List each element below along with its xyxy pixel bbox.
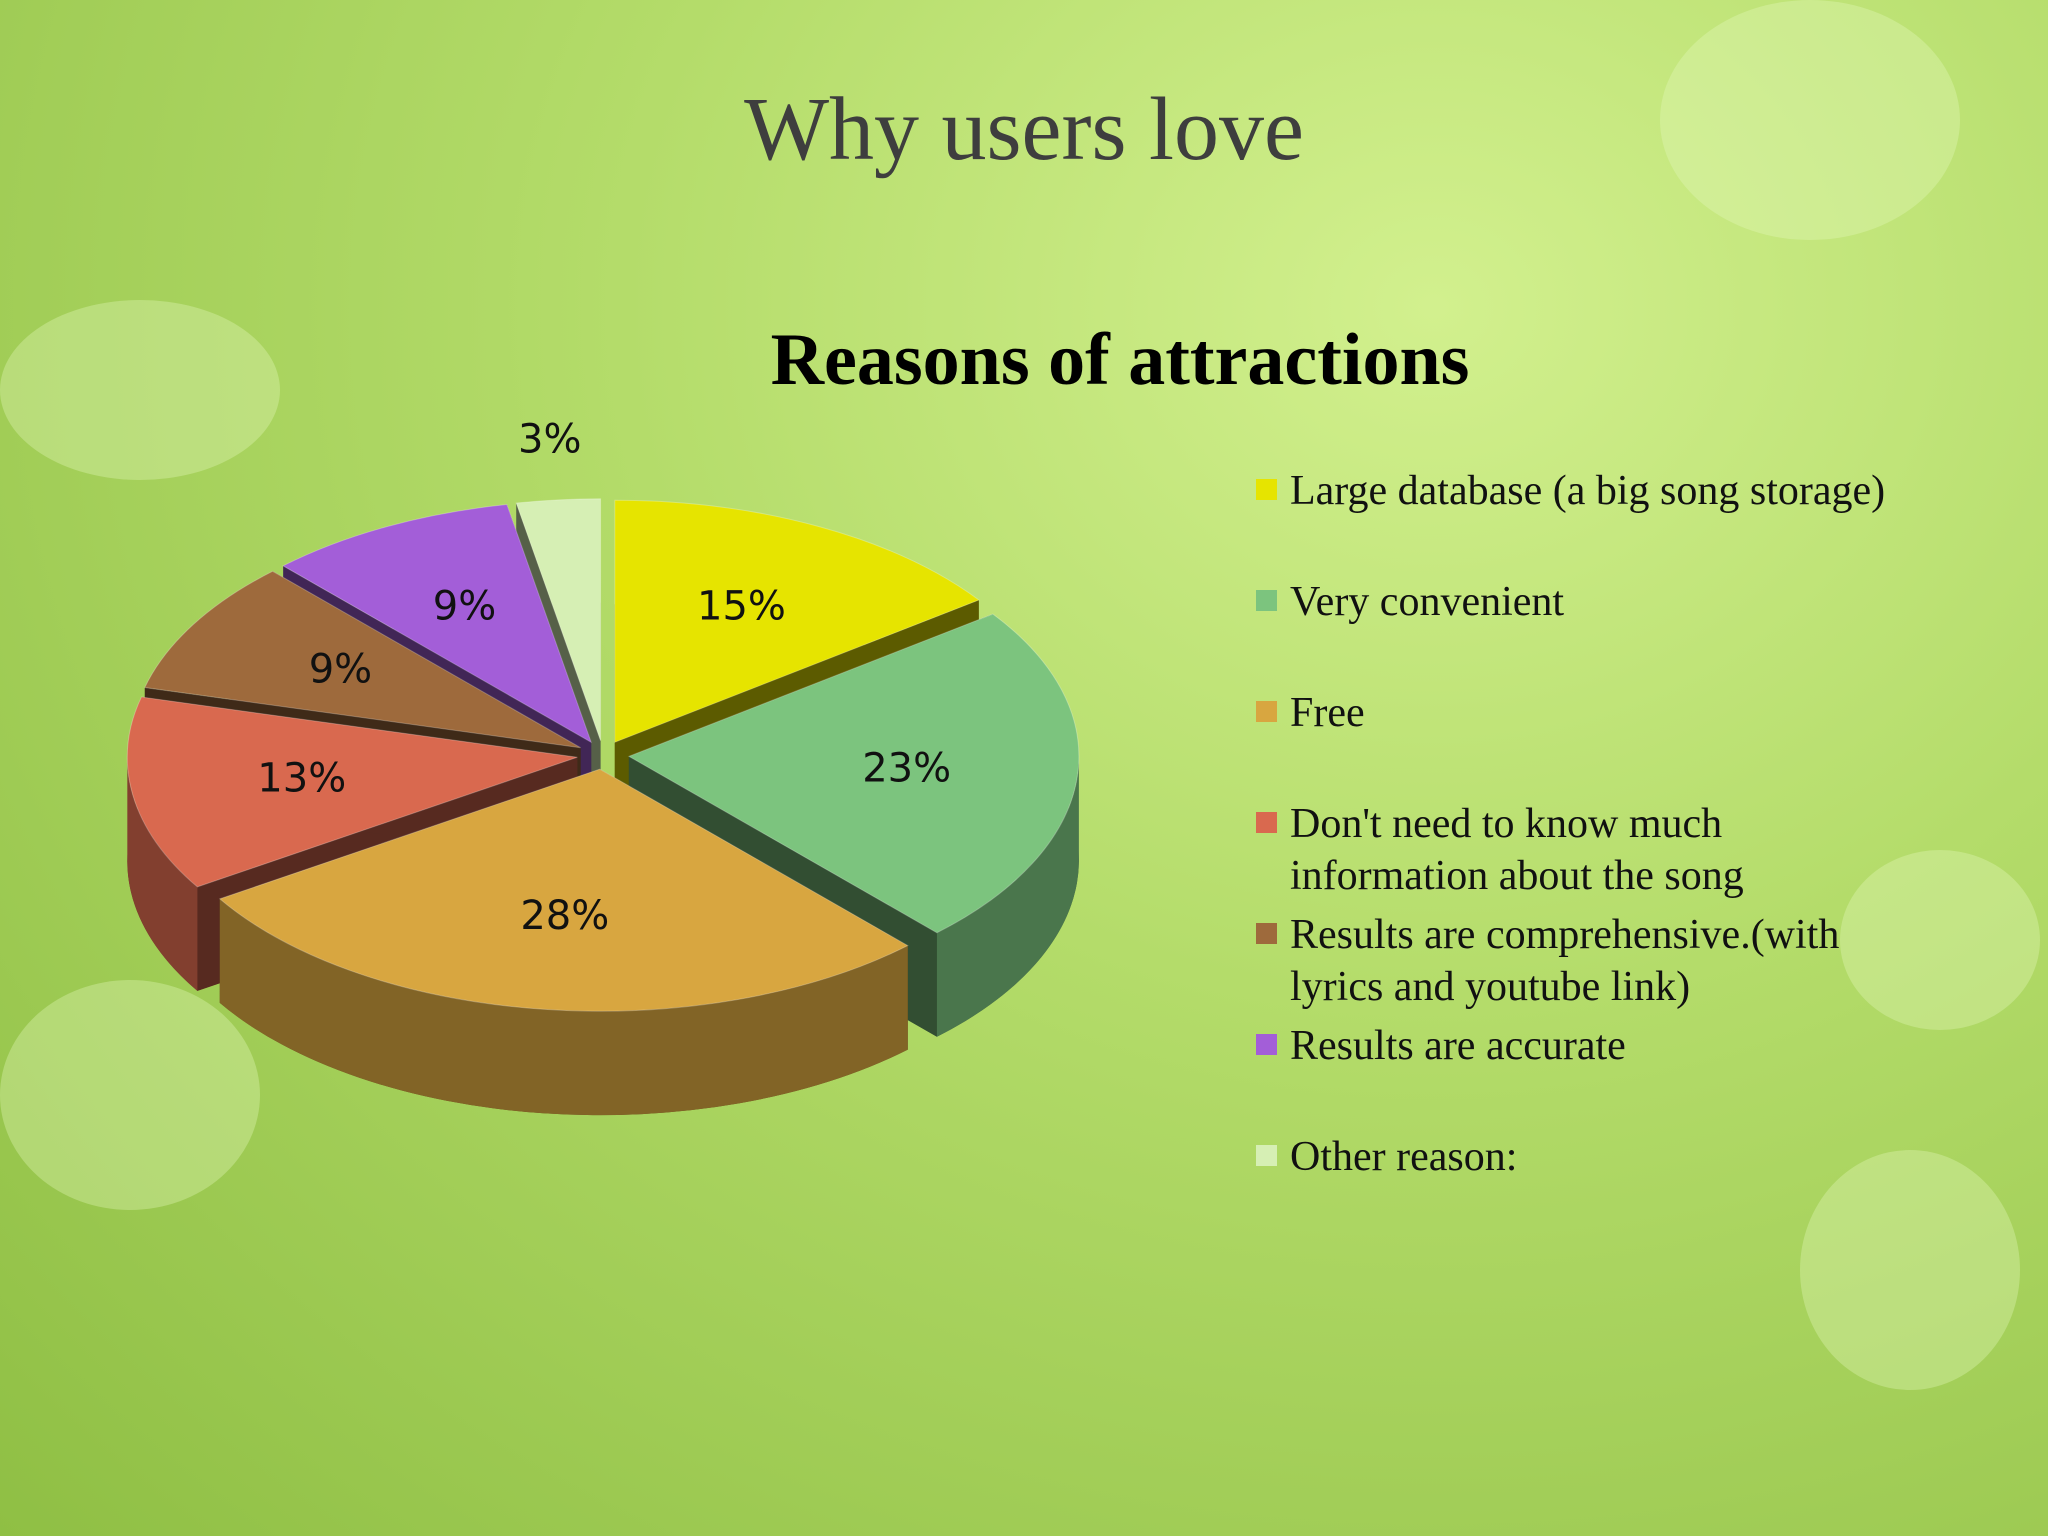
data-label: 23% <box>862 745 951 791</box>
slide-title-text: Why users love <box>744 80 1304 179</box>
slice-rim <box>127 757 198 991</box>
decoration <box>1840 850 2040 1030</box>
legend-label: Don't need to know much information abou… <box>1290 801 1744 899</box>
decoration <box>1800 1150 2020 1390</box>
data-label: 15% <box>697 584 786 630</box>
pie-slice <box>515 498 602 741</box>
data-label: 3% <box>518 417 581 463</box>
decoration <box>0 300 280 480</box>
legend-swatch <box>1256 1145 1277 1166</box>
legend-label: Results are accurate <box>1290 1023 1626 1069</box>
slide-title: Why users love <box>0 78 2048 181</box>
pie-slice <box>627 613 1080 934</box>
pie-slice <box>126 696 578 888</box>
slice-rim <box>936 756 1079 1037</box>
slice-rim <box>219 898 908 1116</box>
legend-label: Free <box>1290 690 1365 736</box>
chart-title: Reasons of attractions <box>770 319 1470 401</box>
pie-slice <box>144 570 581 749</box>
legend-swatch <box>1256 1034 1277 1055</box>
data-label: 9% <box>309 646 372 692</box>
data-label: 28% <box>520 893 609 939</box>
legend-swatch <box>1256 590 1277 611</box>
pie-slice <box>614 499 980 743</box>
legend-label: Very convenient <box>1290 579 1565 625</box>
decoration <box>1660 0 1960 240</box>
legend-swatch <box>1256 923 1277 944</box>
pie-chart: 15% 23% 28% 13% 9% 9% 3% <box>126 417 1080 1116</box>
legend-swatch <box>1256 701 1277 722</box>
decoration <box>0 980 260 1210</box>
data-label: 9% <box>433 584 496 630</box>
legend-label: Large database (a big song storage) <box>1290 468 1886 514</box>
pie-slice <box>218 768 909 1012</box>
legend-label: Results are comprehensive.(with lyrics a… <box>1290 912 1840 1010</box>
data-label: 13% <box>257 756 346 802</box>
legend-label: Other reason: <box>1290 1134 1518 1180</box>
legend-swatch <box>1256 812 1277 833</box>
pie-slice <box>282 504 593 744</box>
legend-swatch <box>1256 479 1277 500</box>
